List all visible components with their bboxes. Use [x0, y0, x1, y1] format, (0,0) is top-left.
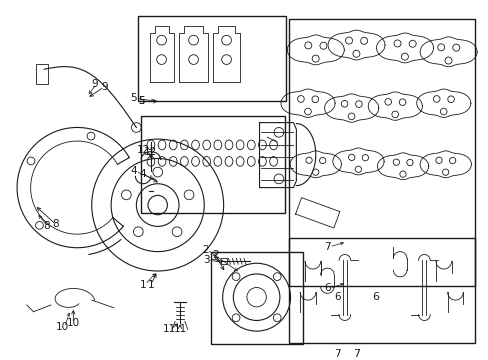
- Bar: [220, 258, 226, 264]
- Text: 5: 5: [130, 93, 137, 103]
- Text: 8: 8: [43, 221, 49, 231]
- Text: 8: 8: [52, 220, 59, 229]
- Text: 11: 11: [173, 324, 186, 334]
- Text: 10: 10: [67, 318, 80, 328]
- Bar: [141, 116, 284, 213]
- Text: 1: 1: [140, 280, 146, 289]
- Text: 2: 2: [202, 245, 208, 255]
- Text: 1: 1: [147, 280, 154, 289]
- Bar: [138, 16, 285, 101]
- Text: 3: 3: [203, 255, 209, 265]
- Text: 12: 12: [136, 145, 149, 155]
- Bar: [37, 64, 48, 84]
- Text: 9: 9: [91, 79, 98, 89]
- Bar: [288, 19, 474, 285]
- Text: 4: 4: [130, 166, 137, 176]
- Bar: [288, 238, 474, 343]
- Text: 7: 7: [333, 350, 340, 359]
- Bar: [211, 252, 303, 344]
- Text: 7: 7: [352, 350, 359, 359]
- Text: 2: 2: [212, 251, 219, 261]
- Text: 10: 10: [56, 322, 69, 332]
- Text: 12: 12: [144, 147, 157, 157]
- Text: 5: 5: [138, 96, 144, 106]
- Text: 11: 11: [163, 324, 176, 334]
- Text: 6: 6: [324, 283, 330, 293]
- Text: 4: 4: [140, 169, 146, 179]
- Text: 6: 6: [372, 292, 379, 302]
- Text: 7: 7: [324, 242, 330, 252]
- Text: 3: 3: [209, 252, 216, 262]
- Text: 6: 6: [333, 292, 340, 302]
- Text: 9: 9: [101, 82, 107, 92]
- Text: 5: 5: [138, 96, 144, 106]
